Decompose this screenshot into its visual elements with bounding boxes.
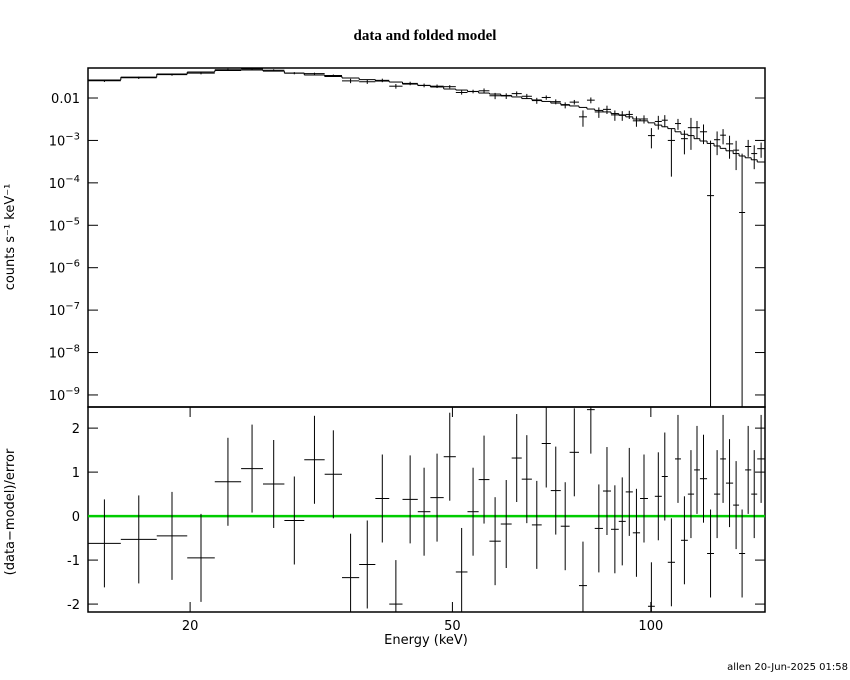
y-tick-label: 1 xyxy=(72,466,80,481)
y-tick-label: 2 xyxy=(72,422,80,437)
footer: allen 20-Jun-2025 01:58 xyxy=(727,662,848,673)
y-tick-label: 10−5 xyxy=(49,216,80,234)
y-tick-label: 10−6 xyxy=(49,259,80,277)
y-axis-label: counts s⁻¹ keV⁻¹ xyxy=(3,184,18,291)
y-tick-label-base: 10 xyxy=(49,177,66,192)
y-tick-label: 10−4 xyxy=(49,174,80,192)
y-tick-label: 0.01 xyxy=(51,92,80,107)
y-tick-label-exponent: −9 xyxy=(65,386,80,397)
y-tick-label-exponent: −3 xyxy=(65,131,80,142)
y-tick-label-exponent: −7 xyxy=(65,301,80,312)
y-tick-label: -2 xyxy=(67,598,80,613)
y-tick-label-base: 10 xyxy=(49,304,66,319)
y-tick-label-exponent: −5 xyxy=(65,216,80,227)
plot-frame xyxy=(87,67,766,408)
y-tick-label: 0 xyxy=(72,510,80,525)
y-tick-label: 10−7 xyxy=(49,301,80,319)
y-tick-label-exponent: −6 xyxy=(65,259,80,270)
y-tick-label-base: 10 xyxy=(49,134,66,149)
x-tick-label: 20 xyxy=(182,619,199,634)
x-tick-label: 100 xyxy=(638,619,663,634)
x-axis-label: Energy (keV) xyxy=(384,633,468,648)
y-tick-label-base: 10 xyxy=(49,389,66,404)
plot-frame xyxy=(87,406,766,613)
y-tick-label: -1 xyxy=(67,554,80,569)
y-tick-label-base: 10 xyxy=(49,347,66,362)
y-axis-label: (data−model)/error xyxy=(3,448,18,575)
y-tick-label-base: 10 xyxy=(49,262,66,277)
y-tick-label: 10−3 xyxy=(49,131,80,149)
y-tick-label-base: 10 xyxy=(49,219,66,234)
y-tick-label: 10−9 xyxy=(49,386,80,404)
y-tick-label-exponent: −4 xyxy=(65,174,80,185)
y-tick-label-exponent: −8 xyxy=(65,344,80,355)
y-tick-label: 10−8 xyxy=(49,344,80,362)
x-tick-label: 50 xyxy=(444,619,461,634)
chart-title: data and folded model xyxy=(354,28,497,44)
